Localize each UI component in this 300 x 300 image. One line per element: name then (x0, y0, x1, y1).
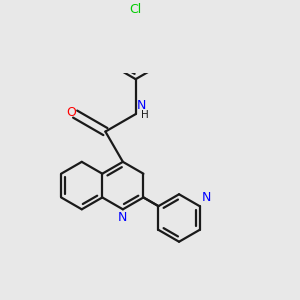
Text: Cl: Cl (130, 3, 142, 16)
Text: N: N (118, 211, 128, 224)
Text: H: H (141, 110, 149, 120)
Text: N: N (137, 99, 146, 112)
Text: N: N (202, 191, 211, 204)
Text: O: O (66, 106, 76, 119)
